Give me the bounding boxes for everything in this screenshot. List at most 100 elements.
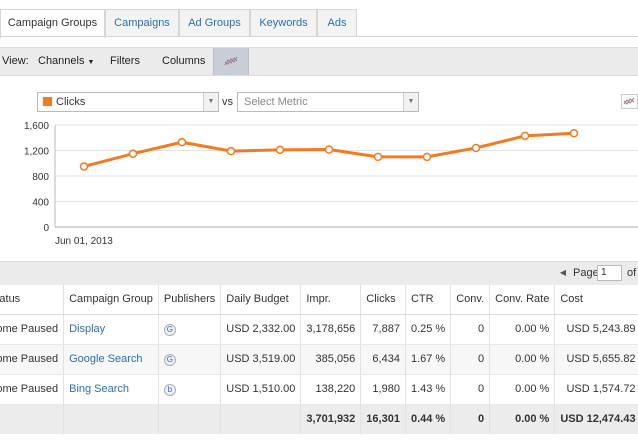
conversion-rate-cell: 0.00 %: [489, 344, 556, 375]
data-point[interactable]: [324, 145, 334, 154]
dropdown-arrow-icon: ▼: [203, 93, 218, 111]
clicks-cell: 7,887: [360, 314, 406, 345]
ctr-cell: 1.43 %: [405, 374, 452, 405]
impressions-cell: 3,178,656: [300, 314, 362, 345]
chart-toggle-icon: [224, 56, 238, 66]
campaign-group-link[interactable]: Google Search: [69, 353, 143, 365]
header-clicks[interactable]: Clicks: [360, 285, 406, 315]
bing-publisher-icon: b: [163, 383, 176, 396]
clicks-cell: 1,980: [360, 374, 406, 405]
clicks-cell: 6,434: [360, 344, 406, 375]
cost-cell: USD 5,243.89: [554, 314, 638, 345]
google-publisher-icon: G: [163, 323, 176, 336]
cost-cell: USD 5,655.82: [554, 344, 638, 375]
data-point[interactable]: [177, 137, 187, 147]
data-point[interactable]: [79, 162, 89, 171]
conversion-rate-cell: 0.00 %: [489, 314, 556, 345]
total-conversion-rate: 0.00 %: [489, 404, 556, 434]
chart-options-button[interactable]: [621, 94, 638, 109]
data-point[interactable]: [520, 131, 530, 141]
conversions-cell: 0: [450, 374, 491, 405]
table-row: Some Paused Google Search G USD 3,519.00…: [0, 344, 638, 375]
total-cost: USD 12,474.43: [554, 404, 638, 434]
table-header-row: Status Campaign Group Publishers Daily B…: [0, 285, 638, 315]
budget-cell: USD 2,332.00: [220, 314, 302, 345]
data-point[interactable]: [226, 146, 236, 156]
campaign-group-link[interactable]: Display: [69, 323, 106, 335]
page-input[interactable]: 1: [597, 265, 622, 281]
header-conversion-rate[interactable]: Conv. Rate: [489, 285, 556, 315]
data-point[interactable]: [275, 145, 285, 155]
tab-ad-groups[interactable]: Ad Groups: [179, 9, 250, 36]
conversions-cell: 0: [450, 314, 491, 345]
google-publisher-icon: G: [163, 353, 176, 366]
caret-down-icon: ▼: [87, 59, 95, 66]
tab-keywords[interactable]: Keywords: [250, 9, 317, 36]
y-tick-label: 0: [43, 223, 49, 234]
status-cell: Some Paused: [0, 344, 65, 375]
header-daily-budget[interactable]: Daily Budget: [220, 285, 302, 315]
impressions-cell: 138,220: [300, 374, 362, 405]
channels-label: Channels: [38, 55, 85, 67]
y-tick-label: 1,600: [24, 121, 49, 132]
data-point[interactable]: [373, 152, 383, 162]
secondary-metric-placeholder: Select Metric: [244, 96, 308, 108]
dropdown-arrow-icon: ▼: [403, 93, 418, 111]
impressions-cell: 385,056: [300, 344, 362, 375]
data-point[interactable]: [471, 143, 481, 153]
ctr-cell: 0.25 %: [405, 314, 452, 345]
y-tick-label: 1,200: [24, 147, 49, 158]
total-ctr: 0.44 %: [405, 404, 452, 434]
campaign-group-link[interactable]: Bing Search: [69, 383, 130, 395]
page-of-label: of: [627, 267, 637, 279]
vs-label: vs: [222, 96, 233, 108]
totals-row: 3,701,932 16,301 0.44 % 0 0.00 % USD 12,…: [0, 404, 638, 434]
status-cell: Some Paused: [0, 374, 65, 405]
header-status[interactable]: Status: [0, 285, 65, 315]
total-conversions: 0: [450, 404, 491, 434]
conversions-cell: 0: [450, 344, 491, 375]
tab-divider: [0, 36, 638, 37]
primary-metric-label: Clicks: [56, 96, 86, 108]
ctr-cell: 1.67 %: [405, 344, 452, 375]
y-tick-label: 400: [32, 198, 49, 209]
header-cost[interactable]: Cost: [554, 285, 638, 315]
prev-page-icon[interactable]: ◀: [559, 268, 567, 277]
clicks-line-chart: 1,600 1,200 800 400 0 Jun 01, 2013: [24, 121, 638, 247]
table-row: Some Paused Bing Search b USD 1,510.00 1…: [0, 374, 638, 405]
header-conversions[interactable]: Conv.: [450, 285, 491, 315]
budget-cell: USD 3,519.00: [220, 344, 302, 375]
cost-cell: USD 1,574.72: [554, 374, 638, 405]
page-label: Page: [573, 267, 599, 279]
tab-ads[interactable]: Ads: [317, 9, 357, 36]
data-point[interactable]: [569, 129, 579, 138]
metric-color-swatch: [43, 97, 52, 106]
table-row: Some Paused Display G USD 2,332.00 3,178…: [0, 314, 638, 345]
primary-metric-select[interactable]: Clicks ▼: [37, 92, 219, 112]
secondary-metric-select[interactable]: Select Metric ▼: [237, 92, 419, 112]
tab-bar: Campaign Groups Campaigns Ad Groups Keyw…: [0, 0, 638, 38]
view-toolbar: View: Channels ▼ Filters Columns: [0, 47, 638, 76]
header-impressions[interactable]: Impr.: [300, 285, 362, 315]
total-clicks: 16,301: [360, 404, 406, 434]
channels-dropdown[interactable]: Channels ▼: [38, 48, 94, 75]
header-campaign-group[interactable]: Campaign Group: [63, 285, 159, 315]
header-publishers[interactable]: Publishers: [158, 285, 222, 315]
conversion-rate-cell: 0.00 %: [489, 374, 556, 405]
chart-toggle-button[interactable]: [213, 48, 249, 75]
filters-button[interactable]: Filters: [110, 55, 140, 67]
header-ctr[interactable]: CTR: [405, 285, 452, 315]
tab-campaigns[interactable]: Campaigns: [105, 9, 179, 36]
data-point[interactable]: [128, 149, 138, 158]
data-point[interactable]: [422, 152, 432, 162]
y-tick-label: 800: [32, 172, 49, 183]
tab-campaign-groups[interactable]: Campaign Groups: [0, 9, 105, 38]
status-cell: Some Paused: [0, 314, 65, 345]
view-label: View:: [2, 55, 29, 67]
columns-button[interactable]: Columns: [162, 55, 206, 67]
budget-cell: USD 1,510.00: [220, 374, 302, 405]
campaign-groups-table: Status Campaign Group Publishers Daily B…: [0, 285, 638, 434]
line-chart-icon: [623, 97, 635, 105]
pagination-bar: ◀ Page 1 of: [0, 261, 638, 285]
x-tick-label-start: Jun 01, 2013: [55, 236, 113, 247]
